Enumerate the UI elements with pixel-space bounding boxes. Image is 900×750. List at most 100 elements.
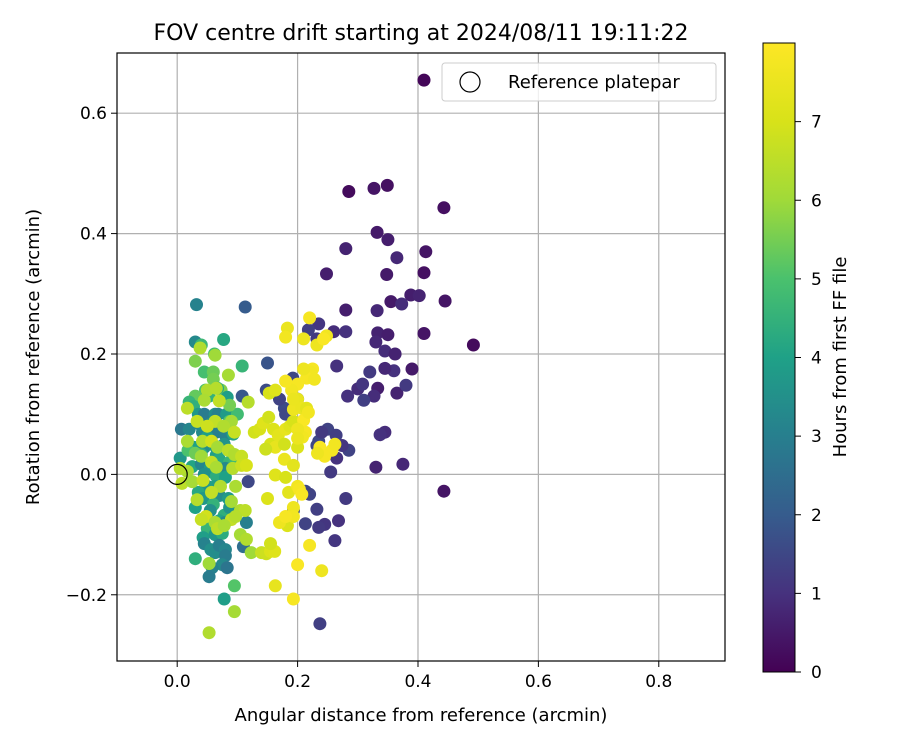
data-point: [315, 425, 329, 439]
data-point: [211, 440, 224, 454]
x-tick-label: 0.4: [404, 672, 431, 692]
data-point: [286, 501, 300, 514]
data-point: [381, 233, 395, 247]
data-point: [339, 242, 353, 256]
colorbar-ticks: 0 1 2 3 4 5 6 7: [795, 113, 822, 683]
data-point: [373, 428, 387, 442]
colorbar-tick-label: 5: [811, 270, 822, 290]
data-point: [295, 487, 309, 501]
data-point: [229, 510, 243, 523]
data-point: [229, 479, 243, 493]
data-point: [298, 517, 312, 531]
colorbar-gradient: [762, 42, 796, 673]
data-point: [312, 520, 326, 534]
data-point: [311, 446, 324, 460]
data-point: [264, 537, 277, 551]
data-point: [367, 181, 381, 195]
data-point: [277, 437, 291, 451]
x-axis-label: Angular distance from reference (arcmin): [235, 705, 608, 726]
data-point: [205, 485, 218, 499]
data-point: [241, 395, 255, 409]
data-point: [238, 504, 252, 517]
data-point: [315, 564, 329, 578]
y-axis-ticks: −0.2 0.0 0.2 0.4 0.6: [66, 104, 117, 606]
data-point: [320, 267, 333, 281]
y-tick-label: 0.4: [80, 225, 107, 245]
data-point: [367, 389, 381, 403]
data-point: [291, 422, 305, 436]
data-point: [194, 449, 208, 463]
y-tick-label: −0.2: [66, 586, 107, 606]
colorbar-tick-label: 0: [811, 663, 822, 683]
y-tick-label: 0.6: [80, 104, 107, 124]
data-point: [182, 422, 196, 436]
data-point: [238, 300, 252, 314]
data-point: [262, 410, 276, 424]
data-point: [268, 579, 282, 593]
data-point: [239, 458, 253, 472]
data-point: [227, 579, 241, 593]
data-point: [244, 546, 258, 560]
data-point: [370, 225, 384, 239]
data-point: [466, 338, 480, 352]
colorbar-tick-label: 7: [811, 113, 822, 133]
data-point: [339, 325, 353, 339]
data-point: [279, 374, 293, 388]
data-point: [261, 356, 274, 370]
data-point: [221, 368, 235, 382]
data-point: [317, 332, 330, 346]
data-point: [202, 626, 216, 640]
y-axis-label: Rotation from reference (arcmin): [23, 209, 44, 505]
data-point: [297, 332, 311, 346]
data-point: [259, 442, 273, 456]
data-point: [357, 393, 371, 407]
data-point: [405, 362, 419, 376]
data-point: [384, 295, 398, 309]
data-point: [396, 457, 410, 471]
reference-platepar-marker: [166, 463, 188, 485]
data-point: [196, 434, 209, 448]
data-point: [286, 458, 300, 472]
data-point: [188, 552, 202, 566]
data-point: [227, 605, 241, 619]
data-point: [417, 73, 431, 87]
data-point: [297, 362, 311, 376]
data-point: [370, 304, 384, 318]
data-point: [279, 470, 293, 484]
data-point: [380, 178, 394, 192]
data-point: [279, 330, 293, 344]
x-tick-label: 0.2: [284, 672, 311, 692]
data-point: [328, 534, 342, 548]
data-point: [279, 510, 293, 523]
data-point: [378, 361, 392, 375]
data-point: [330, 359, 344, 373]
data-point: [437, 484, 451, 498]
colorbar-tick-label: 6: [811, 191, 822, 211]
data-point: [217, 333, 231, 346]
data-point: [419, 245, 433, 259]
data-point: [268, 383, 282, 397]
data-point: [235, 359, 249, 373]
data-point: [193, 341, 207, 355]
data-point: [194, 513, 208, 526]
data-points: [166, 73, 480, 640]
colorbar: 0 1 2 3 4 5 6 7 Hours from first FF file: [762, 42, 851, 683]
data-point: [310, 502, 324, 516]
legend-marker: [459, 71, 481, 93]
data-point: [200, 419, 214, 433]
data-point: [328, 437, 342, 451]
x-tick-label: 0.8: [645, 672, 672, 692]
colorbar-tick-label: 2: [811, 506, 822, 526]
x-axis-ticks: 0.0 0.2 0.4 0.6 0.8: [164, 661, 672, 692]
plot-frame: [116, 52, 726, 662]
data-point: [196, 473, 210, 487]
y-tick-label: 0.0: [80, 465, 107, 485]
data-point: [380, 268, 394, 281]
colorbar-tick-label: 3: [811, 427, 822, 447]
chart-title: FOV centre drift starting at 2024/08/11 …: [154, 21, 689, 46]
data-point: [223, 398, 237, 412]
data-point: [180, 434, 194, 448]
data-point: [412, 289, 426, 303]
data-point: [227, 425, 241, 439]
x-tick-label: 0.6: [525, 672, 552, 692]
